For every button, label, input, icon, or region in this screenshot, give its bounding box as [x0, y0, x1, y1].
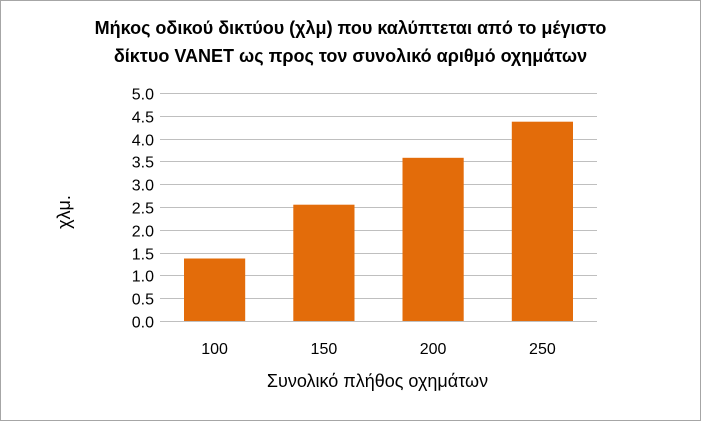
bar-200 — [402, 157, 464, 321]
chart-title: Μήκος οδικού δικτύου (χλμ) που καλύπτετα… — [0, 14, 701, 70]
chart-title-line-2: δίκτυο VANET ως προς τον συνολικό αριθμό… — [113, 46, 588, 66]
y-tick-label: 1.5 — [132, 247, 154, 264]
y-tick-labels: 0.0 0.5 1.0 1.5 2.0 2.5 3.0 3.5 4.0 4.5 5.0 — [132, 87, 154, 332]
y-tick-label: 4.5 — [132, 110, 154, 127]
bar-250 — [511, 121, 573, 321]
y-tick-label: 0.5 — [132, 292, 154, 309]
x-tick-label: 150 — [311, 341, 338, 358]
x-tick-label: 100 — [201, 341, 228, 358]
y-axis-label: χλμ. — [54, 195, 74, 229]
y-tick-label: 3.0 — [132, 178, 154, 195]
y-tick-label: 0.0 — [132, 315, 154, 332]
x-axis-label: Συνολικό πλήθος οχημάτων — [266, 371, 489, 391]
bars — [184, 121, 573, 321]
x-tick-label: 250 — [529, 341, 556, 358]
y-tick-label: 3.5 — [132, 155, 154, 172]
y-tick-label: 4.0 — [132, 133, 154, 150]
bar-100 — [184, 258, 246, 321]
bar-150 — [293, 204, 355, 321]
chart-title-line-1: Μήκος οδικού δικτύου (χλμ) που καλύπτετα… — [94, 18, 607, 38]
x-tick-labels: 100 150 200 250 — [201, 341, 556, 358]
x-tick-label: 200 — [420, 341, 447, 358]
y-tick-label: 2.0 — [132, 224, 154, 241]
y-tick-label: 2.5 — [132, 201, 154, 218]
y-tick-label: 1.0 — [132, 269, 154, 286]
y-tick-label: 5.0 — [132, 87, 154, 104]
